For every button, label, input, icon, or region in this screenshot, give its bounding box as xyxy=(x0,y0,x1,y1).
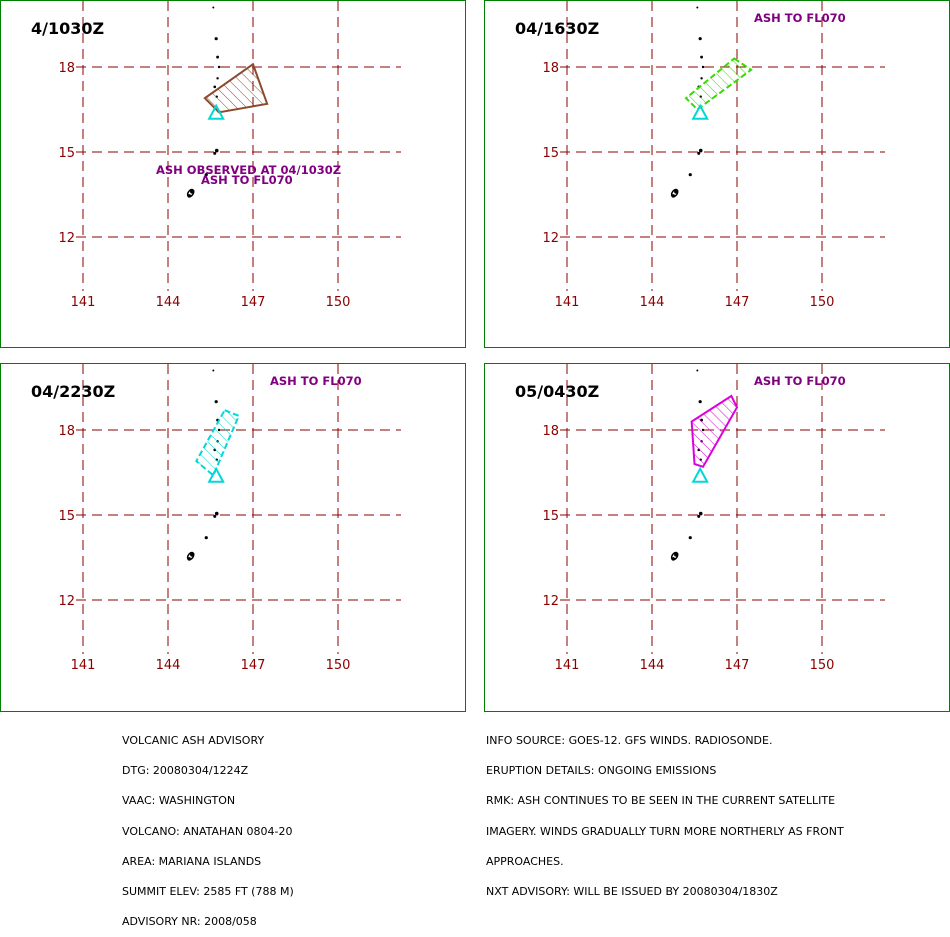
lon-tick-label: 147 xyxy=(725,295,750,310)
advisory-line: NXT ADVISORY: WILL BE ISSUED BY 20080304… xyxy=(486,884,778,898)
lon-tick-label: 144 xyxy=(156,295,181,310)
advisory-line: ERUPTION DETAILS: ONGOING EMISSIONS xyxy=(486,764,717,778)
advisory-details-left: VOLCANIC ASH ADVISORY DTG: 20080304/1224… xyxy=(122,716,294,937)
island-marker xyxy=(216,77,219,80)
island-marker xyxy=(698,511,703,516)
island-marker xyxy=(213,85,217,89)
island-marker xyxy=(700,55,703,59)
lon-tick-label: 150 xyxy=(326,658,351,673)
island-marker xyxy=(696,369,699,372)
lat-tick-label: 18 xyxy=(58,61,75,76)
advisory-line: ADVISORY NR: 2008/058 xyxy=(122,915,257,929)
ash-altitude-label: ASH TO FL070 xyxy=(754,11,846,25)
island-marker xyxy=(216,55,219,59)
island-marker xyxy=(701,65,705,69)
island-marker xyxy=(688,173,692,177)
island-outline xyxy=(186,188,195,198)
lon-tick-label: 141 xyxy=(71,658,96,673)
ash-cloud-polygon xyxy=(690,394,739,469)
advisory-line: VOLCANIC ASH ADVISORY xyxy=(122,734,265,747)
island-outline xyxy=(186,551,195,561)
lon-tick-label: 150 xyxy=(326,295,351,310)
lat-tick-label: 18 xyxy=(58,424,75,439)
lat-tick-label: 18 xyxy=(542,61,559,76)
lon-tick-label: 150 xyxy=(810,295,835,310)
island-marker xyxy=(204,173,208,177)
lat-tick-label: 12 xyxy=(58,594,75,609)
map-panel-3: 141 144 147 150 18 15 12 ASH TO FL070 04/2230Z xyxy=(0,363,466,712)
ash-altitude-label: ASH TO FL070 xyxy=(270,374,362,388)
advisory-line: VOLCANO: ANATAHAN 0804-20 xyxy=(122,824,293,838)
lon-tick-label: 147 xyxy=(241,658,266,673)
panel-time-label: 4/1030Z xyxy=(31,19,105,38)
volcano-icon xyxy=(691,466,709,483)
lon-tick-label: 144 xyxy=(640,658,665,673)
ash-cloud-polygon xyxy=(195,408,241,477)
island-marker xyxy=(214,148,219,153)
advisory-line: DTG: 20080304/1224Z xyxy=(122,764,249,778)
volcano-icon xyxy=(691,103,709,120)
map-canvas: 141 144 147 150 18 15 12 ASH TO FL070 xyxy=(58,364,401,673)
island-marker xyxy=(217,65,221,69)
lat-tick-label: 15 xyxy=(542,146,559,161)
ash-altitude-label: ASH TO FL070 xyxy=(201,173,293,187)
lon-tick-label: 147 xyxy=(725,658,750,673)
advisory-line: RMK: ASH CONTINUES TO BE SEEN IN THE CUR… xyxy=(486,794,836,808)
map-panel-2: 141 144 147 150 18 15 12 ASH TO FL070 04/1630Z xyxy=(484,0,950,348)
island-marker xyxy=(697,151,701,155)
island-marker xyxy=(700,77,703,80)
lat-tick-label: 15 xyxy=(58,146,75,161)
lon-tick-label: 144 xyxy=(640,295,665,310)
ash-cloud-polygon xyxy=(684,57,753,111)
panel-time-label: 04/1630Z xyxy=(515,19,600,38)
panel-time-label: 05/0430Z xyxy=(515,382,600,401)
lat-tick-label: 18 xyxy=(542,424,559,439)
island-marker xyxy=(212,369,215,372)
map-canvas: 141 144 147 150 18 15 12 ASH OBSERVED AT 04/103… xyxy=(58,1,401,310)
lat-tick-label: 12 xyxy=(542,231,559,246)
advisory-line: IMAGERY. WINDS GRADUALLY TURN MORE NORTH… xyxy=(486,824,844,838)
island-marker xyxy=(697,514,701,518)
island-marker xyxy=(688,536,692,540)
island-marker xyxy=(698,148,703,153)
island-marker xyxy=(214,400,218,404)
island-marker xyxy=(212,6,215,9)
lat-tick-label: 12 xyxy=(542,594,559,609)
ash-observation-label: ASH OBSERVED AT 04/1030Z xyxy=(156,163,341,177)
lon-tick-label: 141 xyxy=(71,295,96,310)
island-marker xyxy=(214,511,219,516)
lat-tick-label: 15 xyxy=(542,509,559,524)
map-panel-1: 141 144 147 150 18 15 12 ASH OBSERVED AT 04/103… xyxy=(0,0,466,348)
advisory-line: AREA: MARIANA ISLANDS xyxy=(122,854,262,868)
ash-cloud-polygon xyxy=(203,62,269,114)
advisory-line: APPROACHES. xyxy=(486,854,564,868)
advisory-line: VAAC: WASHINGTON xyxy=(122,794,236,808)
lon-tick-label: 141 xyxy=(555,295,580,310)
lat-tick-label: 12 xyxy=(58,231,75,246)
ash-altitude-label: ASH TO FL070 xyxy=(754,374,846,388)
lat-tick-label: 15 xyxy=(58,509,75,524)
lon-tick-label: 147 xyxy=(241,295,266,310)
lon-tick-label: 141 xyxy=(555,658,580,673)
island-marker xyxy=(204,536,208,540)
map-canvas: 141 144 147 150 18 15 12 ASH TO FL070 xyxy=(542,364,885,673)
panel-time-label: 04/2230Z xyxy=(31,382,116,401)
island-outline xyxy=(670,188,679,198)
island-marker xyxy=(213,514,217,518)
volcano-icon xyxy=(207,466,225,483)
island-outline xyxy=(670,551,679,561)
island-marker xyxy=(698,400,702,404)
volcano-icon xyxy=(207,103,225,120)
island-marker xyxy=(213,151,217,155)
island-marker xyxy=(696,6,699,9)
map-canvas: 141 144 147 150 18 15 12 ASH TO FL070 xyxy=(542,1,885,310)
island-marker xyxy=(214,37,218,41)
advisory-line: INFO SOURCE: GOES-12. GFS WINDS. RADIOSO… xyxy=(486,734,773,747)
island-marker xyxy=(698,37,702,41)
lon-tick-label: 144 xyxy=(156,658,181,673)
advisory-line: SUMMIT ELEV: 2585 FT (788 M) xyxy=(122,884,294,898)
map-panel-4: 141 144 147 150 18 15 12 ASH TO FL070 05/0430Z xyxy=(484,363,950,712)
lon-tick-label: 150 xyxy=(810,658,835,673)
